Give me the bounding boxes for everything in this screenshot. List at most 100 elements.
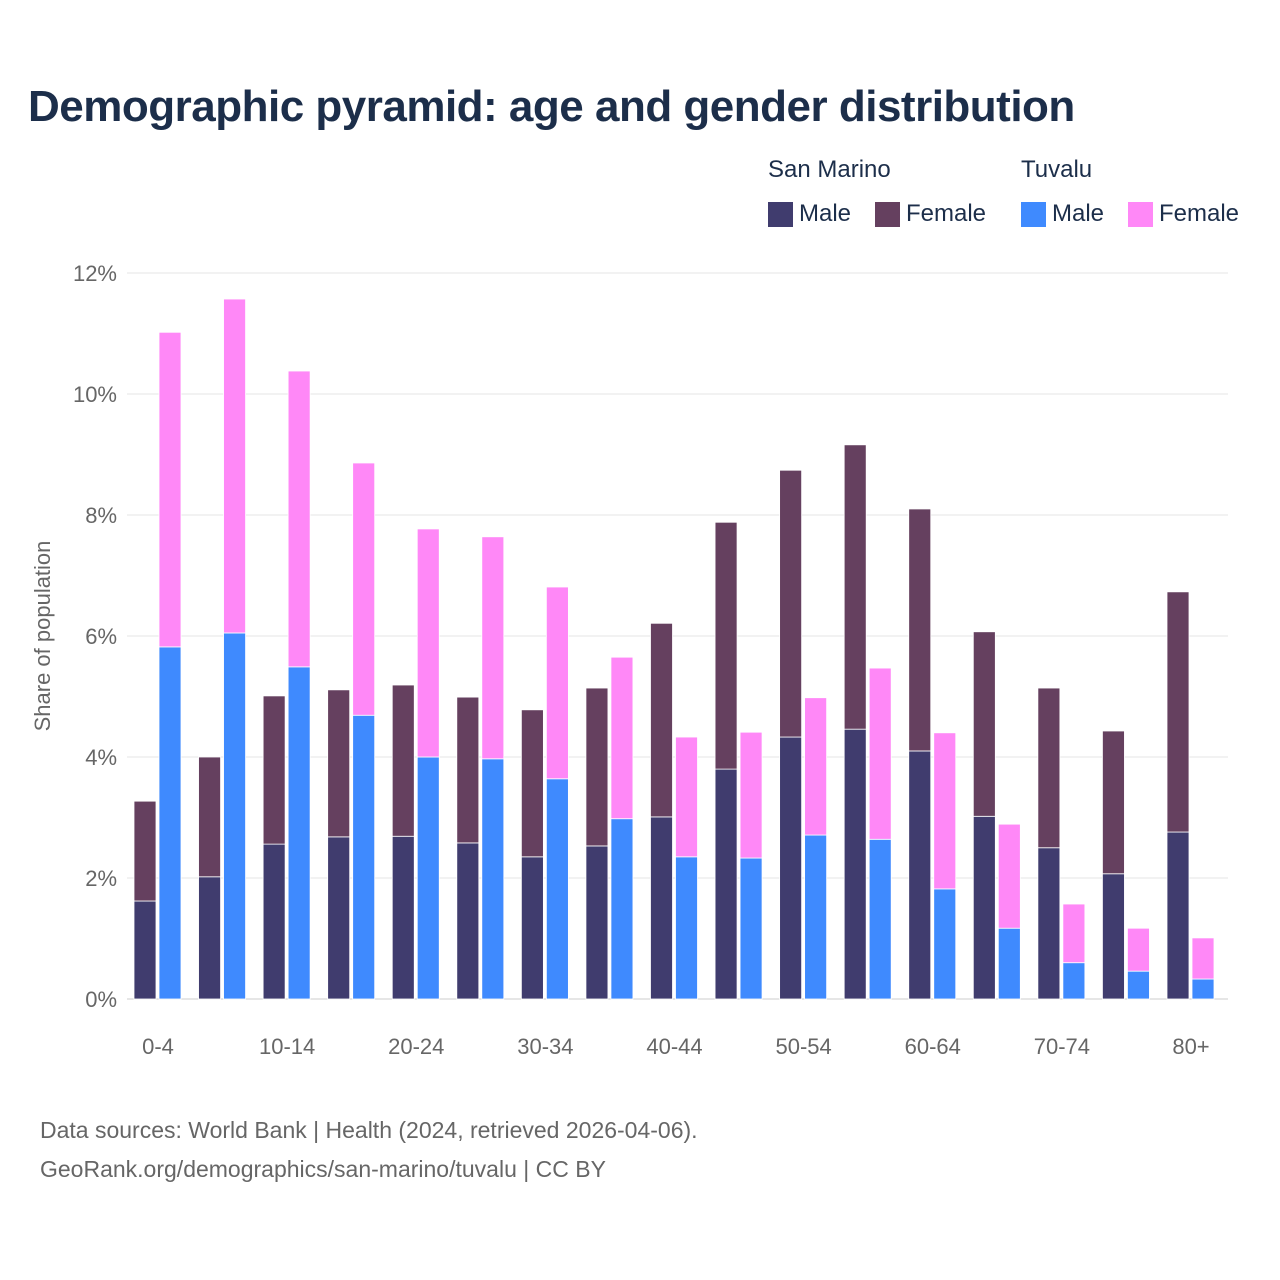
bar-san-marino-male bbox=[133, 900, 157, 1000]
bar-san-marino-female bbox=[1037, 687, 1061, 849]
bar-tuvalu-female bbox=[610, 656, 634, 820]
y-tick-label: 2% bbox=[85, 866, 117, 891]
x-tick-label: 0-4 bbox=[142, 1034, 174, 1059]
legend-entry-sm-male[interactable]: Male bbox=[768, 200, 851, 228]
bar-san-marino-female bbox=[262, 695, 286, 845]
bar-san-marino-female bbox=[520, 709, 544, 858]
footer-sources: Data sources: World Bank | Health (2024,… bbox=[40, 1117, 698, 1143]
bar-san-marino-male bbox=[908, 750, 932, 1000]
x-tick-label: 50-54 bbox=[775, 1034, 831, 1059]
bar-tuvalu-female bbox=[352, 462, 376, 716]
bar-tuvalu-male bbox=[804, 834, 828, 1000]
bar-tuvalu-male bbox=[868, 838, 892, 1000]
bar-tuvalu-male bbox=[1127, 970, 1150, 1000]
bar-san-marino-female bbox=[972, 631, 996, 817]
y-tick-label: 6% bbox=[85, 624, 117, 649]
x-tick-label: 70-74 bbox=[1034, 1034, 1090, 1059]
bar-tuvalu-male bbox=[997, 927, 1021, 1000]
bar-tuvalu-female bbox=[675, 736, 698, 858]
bar-tuvalu-male bbox=[158, 646, 182, 1000]
bar-tuvalu-male bbox=[610, 818, 634, 1000]
chart-title: Demographic pyramid: age and gender dist… bbox=[28, 82, 1075, 131]
x-tick-label: 20-24 bbox=[388, 1034, 444, 1059]
bar-tuvalu-male bbox=[223, 632, 246, 1000]
legend-swatch bbox=[1128, 201, 1153, 227]
bar-san-marino-male bbox=[779, 736, 803, 1000]
bar-san-marino-female bbox=[1102, 730, 1125, 875]
x-tick-label: 40-44 bbox=[646, 1034, 702, 1059]
bar-tuvalu-female bbox=[158, 331, 182, 648]
bar-san-marino-female bbox=[198, 756, 221, 878]
bar-tuvalu-male bbox=[739, 857, 763, 1000]
bar-tuvalu-male bbox=[933, 888, 957, 1000]
bar-san-marino-male bbox=[972, 815, 996, 1000]
y-tick-label: 8% bbox=[85, 503, 117, 528]
bar-san-marino-female bbox=[908, 508, 932, 752]
bar-tuvalu-female bbox=[416, 528, 440, 758]
bar-tuvalu-female bbox=[1191, 937, 1215, 980]
y-tick-label: 12% bbox=[73, 261, 117, 286]
bar-san-marino-female bbox=[391, 684, 415, 837]
legend-entry-sm-female[interactable]: Female bbox=[875, 200, 986, 228]
bar-san-marino-female bbox=[327, 689, 351, 838]
legend-entry-tv-male[interactable]: Male bbox=[1021, 200, 1104, 228]
bar-tuvalu-male bbox=[545, 778, 569, 1000]
bar-tuvalu-female bbox=[223, 298, 246, 634]
y-tick-label: 0% bbox=[85, 987, 117, 1012]
bar-tuvalu-male bbox=[675, 856, 698, 1000]
bar-tuvalu-female bbox=[868, 667, 892, 840]
bar-san-marino-male bbox=[327, 836, 351, 1000]
bar-san-marino-male bbox=[843, 728, 867, 1000]
bar-tuvalu-female bbox=[1127, 927, 1150, 972]
bar-tuvalu-male bbox=[1191, 978, 1215, 1000]
bar-san-marino-male bbox=[262, 843, 286, 1000]
bar-tuvalu-female bbox=[997, 823, 1021, 929]
legend-label: Male bbox=[1052, 200, 1105, 227]
bar-san-marino-male bbox=[1166, 831, 1190, 1000]
x-tick-label: 30-34 bbox=[517, 1034, 573, 1059]
bar-san-marino-male bbox=[391, 835, 415, 1000]
bar-san-marino-female bbox=[843, 444, 867, 730]
bar-san-marino-female bbox=[456, 696, 480, 844]
legend-swatch bbox=[1021, 201, 1046, 227]
legend-swatch bbox=[875, 201, 900, 227]
bar-san-marino-male bbox=[1102, 873, 1125, 1000]
bar-san-marino-male bbox=[585, 845, 609, 1000]
legend-group-tuvalu: Tuvalu bbox=[1021, 156, 1093, 183]
bar-san-marino-female bbox=[650, 622, 673, 818]
y-tick-label: 10% bbox=[73, 382, 117, 407]
bar-san-marino-female bbox=[585, 687, 609, 847]
bar-tuvalu-male bbox=[287, 666, 311, 1000]
bar-tuvalu-male bbox=[481, 758, 505, 1000]
bar-san-marino-male bbox=[650, 816, 673, 1000]
x-tick-label: 10-14 bbox=[259, 1034, 315, 1059]
x-tick-label: 60-64 bbox=[905, 1034, 961, 1059]
legend-group-san-marino: San Marino bbox=[768, 156, 891, 183]
bar-san-marino-male bbox=[1037, 847, 1061, 1000]
legend-swatch bbox=[768, 201, 793, 227]
bar-san-marino-female bbox=[714, 521, 738, 770]
bar-tuvalu-female bbox=[1062, 903, 1086, 964]
y-tick-label: 4% bbox=[85, 745, 117, 770]
bar-san-marino-female bbox=[779, 469, 803, 738]
legend-label: Male bbox=[799, 200, 852, 227]
bar-tuvalu-female bbox=[287, 370, 311, 668]
legend-entry-tv-female[interactable]: Female bbox=[1128, 200, 1239, 228]
bar-san-marino-male bbox=[456, 842, 480, 1000]
y-axis-label: Share of population bbox=[30, 541, 55, 732]
legend-label: Female bbox=[1159, 200, 1240, 227]
bar-tuvalu-female bbox=[804, 697, 828, 836]
bar-tuvalu-female bbox=[481, 536, 505, 760]
bar-san-marino-male bbox=[714, 768, 738, 1000]
bar-tuvalu-female bbox=[545, 586, 569, 780]
bar-tuvalu-female bbox=[933, 732, 957, 890]
x-tick-label: 80+ bbox=[1172, 1034, 1209, 1059]
footer-link[interactable]: GeoRank.org/demographics/san-marino/tuva… bbox=[40, 1156, 606, 1182]
bar-san-marino-female bbox=[133, 800, 157, 902]
legend-label: Female bbox=[906, 200, 987, 227]
bar-tuvalu-male bbox=[352, 714, 376, 1000]
bar-san-marino-male bbox=[198, 876, 221, 1000]
bar-san-marino-male bbox=[520, 856, 544, 1000]
bar-san-marino-female bbox=[1166, 591, 1190, 833]
